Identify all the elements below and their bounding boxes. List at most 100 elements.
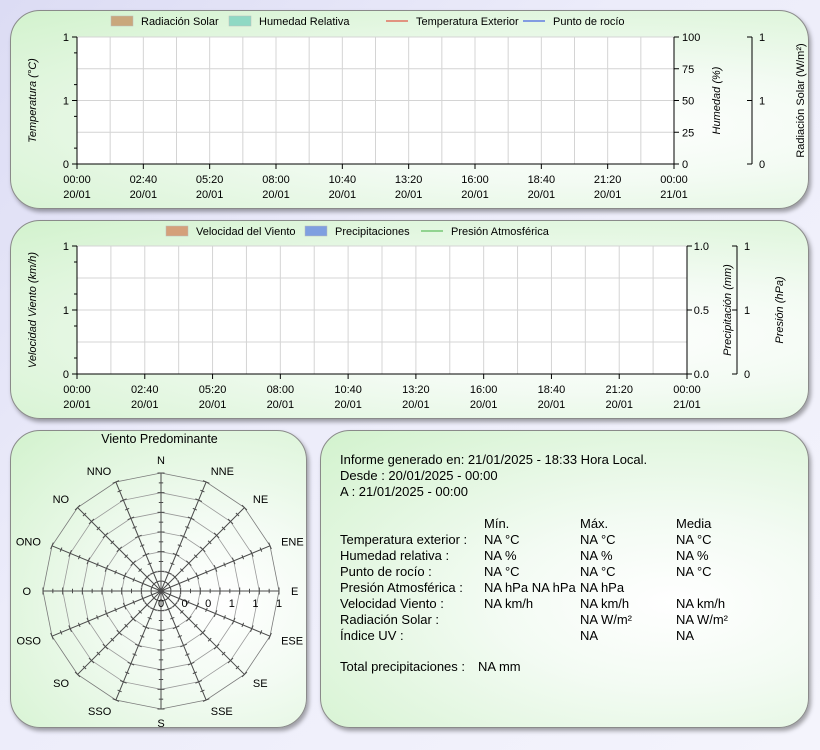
report-panel: Informe generado en: 21/01/2025 - 18:33 … xyxy=(320,430,809,728)
rose-spoke-tick xyxy=(213,643,220,650)
rose-spoke-tick xyxy=(130,615,137,622)
x-tick-date: 20/01 xyxy=(538,399,566,411)
rose-spoke-tick xyxy=(227,518,234,525)
rose-spoke-tick xyxy=(259,547,263,552)
x-tick-time: 08:00 xyxy=(262,174,290,186)
report-row-label: Velocidad Viento : xyxy=(340,596,444,611)
rose-spoke-tick xyxy=(185,653,190,656)
rose-spoke-tick xyxy=(116,629,123,636)
x-tick-time: 02:40 xyxy=(130,174,158,186)
rose-direction-label: SO xyxy=(53,678,69,690)
rose-spoke-tick xyxy=(68,549,72,557)
report-row-label: Humedad relativa : xyxy=(340,548,450,563)
rose-spoke-tick xyxy=(117,689,122,693)
report-row-max: NA W/m² xyxy=(580,612,632,627)
rose-spoke-tick xyxy=(162,580,167,584)
rose-spoke-tick xyxy=(122,602,127,610)
rose-spoke-tick xyxy=(180,643,188,648)
y-right2-title: Radiación Solar (W/m²) xyxy=(795,43,807,157)
rose-spoke-tick xyxy=(199,546,206,553)
legend-label: Precipitaciones xyxy=(335,226,410,238)
rose-spoke-tick xyxy=(134,534,142,539)
report-from: Desde : 20/01/2025 - 00:00 xyxy=(340,468,498,483)
legend-label: Humedad Relativa xyxy=(259,16,350,28)
x-tick-date: 20/01 xyxy=(470,399,498,411)
x-tick-time: 18:40 xyxy=(528,174,556,186)
rose-spoke-tick xyxy=(185,526,190,529)
rose-spoke-tick xyxy=(186,577,190,582)
y-left-tick-label: 1 xyxy=(63,305,69,317)
rose-spoke-tick xyxy=(119,680,127,684)
rose-spoke-tick xyxy=(147,562,152,566)
x-tick-time: 10:40 xyxy=(329,174,357,186)
report-row-max: NA % xyxy=(580,548,613,563)
x-tick-time: 18:40 xyxy=(538,384,566,396)
rose-spoke-tick xyxy=(88,657,95,664)
x-tick-date: 20/01 xyxy=(196,189,224,201)
rose-spoke-tick xyxy=(138,609,143,614)
rose-spoke-tick xyxy=(168,592,172,597)
x-tick-date: 21/01 xyxy=(660,189,688,201)
legend-swatch xyxy=(165,225,189,237)
rose-spoke-tick xyxy=(141,580,145,587)
rose-spoke-tick xyxy=(114,569,117,575)
legend-swatch xyxy=(110,15,134,27)
rose-spoke-tick xyxy=(202,698,210,702)
rose-spoke-tick xyxy=(152,582,156,586)
rose-direction-label: NNO xyxy=(87,466,112,478)
x-tick-date: 20/01 xyxy=(528,189,556,201)
report-row-label: Índice UV : xyxy=(340,628,404,643)
rose-direction-label: ENE xyxy=(281,536,304,548)
rose-spoke-tick xyxy=(112,480,120,484)
rose-spoke-tick xyxy=(96,651,101,656)
x-tick-date: 20/01 xyxy=(199,399,227,411)
rose-spoke-tick xyxy=(192,671,198,675)
x-tick-time: 00:00 xyxy=(63,384,91,396)
report-row-min: NA km/h xyxy=(484,596,534,611)
rose-spoke-tick xyxy=(207,540,212,545)
rose-direction-label: ONO xyxy=(16,536,42,548)
rose-spoke-tick xyxy=(59,630,63,635)
rose-direction-label: SSO xyxy=(88,706,112,718)
x-tick-time: 16:00 xyxy=(470,384,498,396)
temperature-humidity-chart-panel: 0 1 1 0 25 50 75 100 0 1 1 00:00 20/01 02:40 20/01 05:2… xyxy=(10,10,809,209)
rose-spoke-tick xyxy=(166,582,170,586)
x-tick-time: 08:00 xyxy=(267,384,295,396)
rose-spoke-tick xyxy=(132,600,136,605)
report-row-label: Presión Atmosférica : xyxy=(340,580,463,595)
wind-rain-pressure-chart: 0 1 1 0.0 0.5 1.0 0 1 1 00:00 20/01 02:40 20/01 05:20… xyxy=(27,225,786,411)
y-right2-tick-label: 1 xyxy=(744,305,750,317)
legend-label: Temperatura Exterior xyxy=(416,16,519,28)
rose-spoke-tick xyxy=(77,554,81,560)
rose-direction-label: OSO xyxy=(16,636,41,648)
x-tick-time: 00:00 xyxy=(63,174,91,186)
rose-spoke-tick xyxy=(86,617,91,625)
report-row-max: NA km/h xyxy=(580,596,630,611)
rose-spoke-tick xyxy=(207,637,212,642)
rose-spoke-tick xyxy=(223,615,226,620)
rose-spoke-tick xyxy=(168,585,172,590)
rose-spoke-tick xyxy=(259,630,263,635)
rose-spoke-tick xyxy=(227,657,234,664)
rose-spoke-tick xyxy=(150,585,154,590)
rose-spoke-tick xyxy=(77,622,81,628)
rose-spoke-tick xyxy=(179,609,184,614)
rose-direction-label: S xyxy=(157,718,164,728)
rose-spoke-tick xyxy=(195,498,203,502)
rose-spoke-tick xyxy=(116,546,123,553)
rose-spoke-tick xyxy=(180,534,188,539)
rose-spoke-tick xyxy=(185,615,192,622)
rose-spoke-tick xyxy=(144,574,150,580)
x-tick-time: 10:40 xyxy=(334,384,362,396)
rose-spoke-tick xyxy=(74,504,81,511)
rose-spoke-tick xyxy=(102,643,109,650)
wind-rose-title: Viento Predominante xyxy=(101,432,218,446)
rose-spoke-tick xyxy=(177,595,181,602)
rose-spoke-tick xyxy=(221,526,226,531)
rose-spoke-tick xyxy=(74,671,81,678)
rose-spoke-tick xyxy=(86,557,91,565)
report-row-max: NA xyxy=(580,628,599,643)
rose-spoke-tick xyxy=(127,516,135,521)
rose-spoke-tick xyxy=(213,564,218,572)
rose-spoke-tick xyxy=(68,625,72,633)
